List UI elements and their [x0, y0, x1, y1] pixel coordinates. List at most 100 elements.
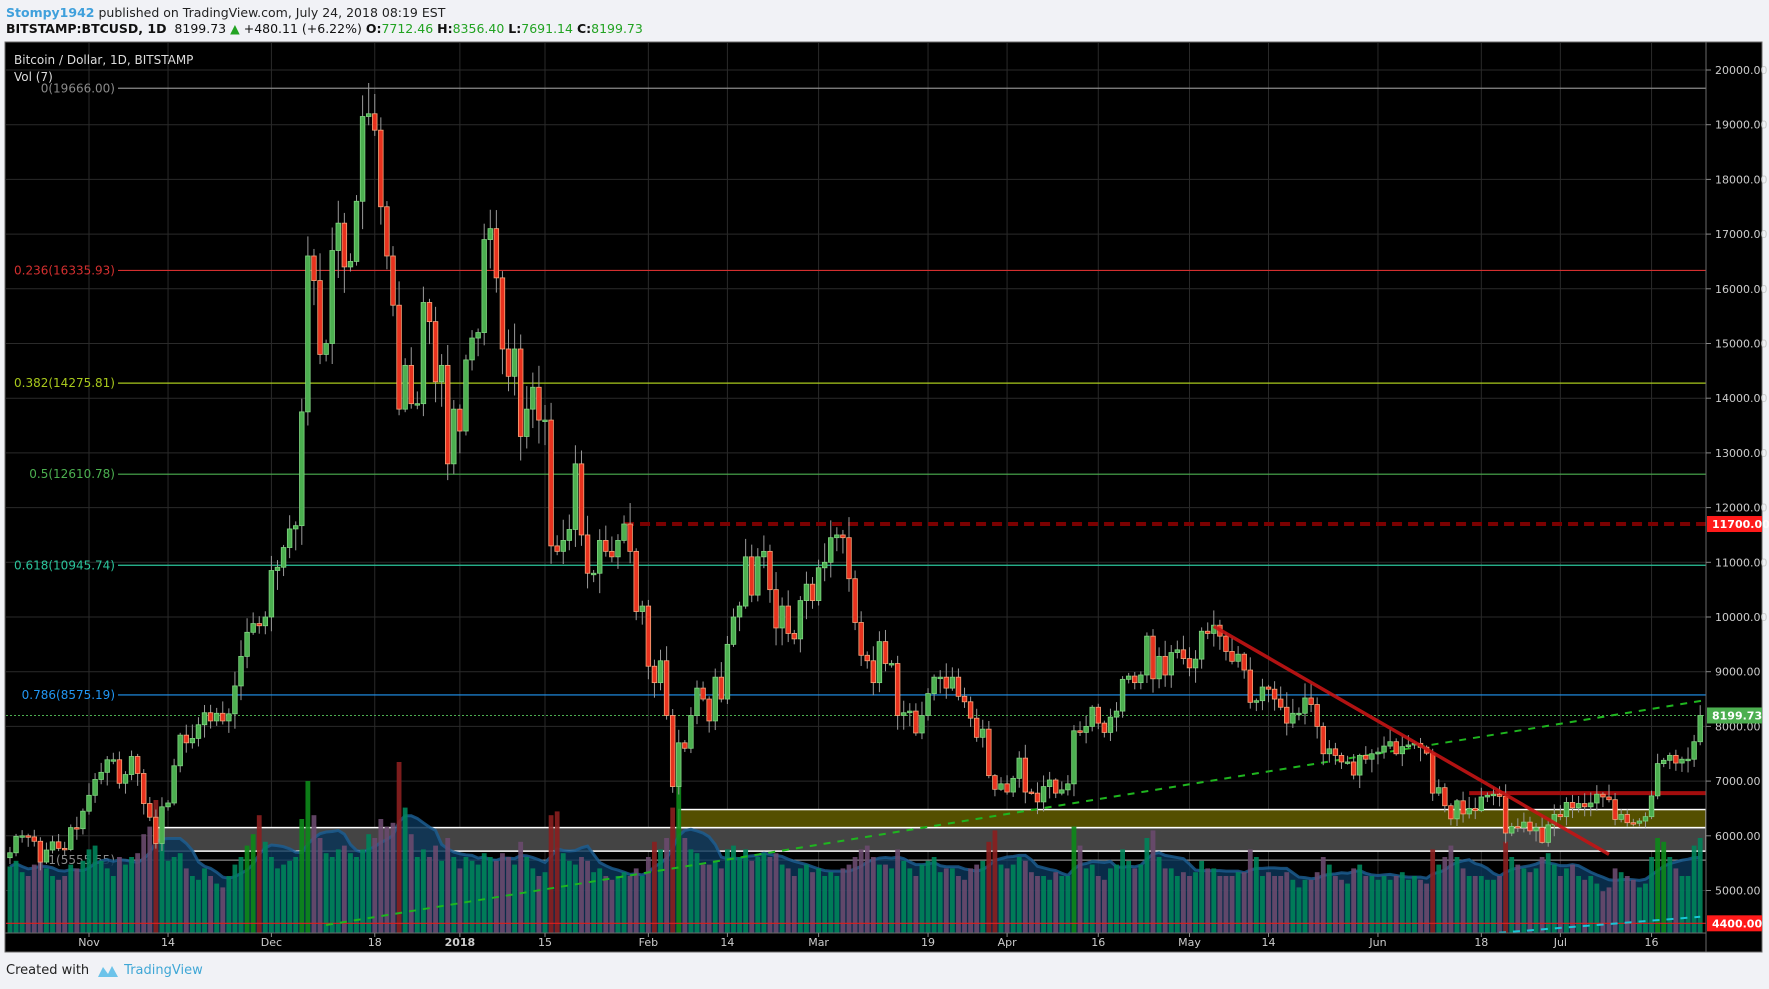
candle-up: [1326, 748, 1333, 755]
price-tick-label: 7000.00: [1715, 775, 1761, 788]
candle-up: [761, 550, 767, 558]
candle-down: [1271, 688, 1278, 700]
candle-up: [86, 794, 92, 812]
volume-bar: [226, 876, 232, 933]
volume-bar: [196, 879, 201, 933]
volume-bar: [1697, 838, 1703, 933]
volume-bar: [244, 845, 250, 933]
volume-bar: [1582, 879, 1588, 933]
candle-down: [1095, 706, 1101, 724]
volume-bar: [1521, 868, 1527, 933]
candle-down: [864, 654, 870, 662]
candle-up: [1296, 712, 1302, 716]
drawings[interactable]: [6, 522, 1712, 955]
candle-up: [286, 528, 293, 548]
candle-up: [274, 566, 281, 571]
volume-bar: [62, 876, 68, 933]
volume-bar: [1095, 876, 1101, 933]
price-tag: [1707, 516, 1762, 533]
volume-bar: [74, 868, 80, 933]
volume-bar: [1302, 879, 1308, 933]
volume-bar: [755, 857, 761, 933]
volume-bar: [804, 864, 809, 933]
volume-bar: [992, 830, 998, 933]
price-tick-label: 9000.00: [1715, 666, 1761, 679]
volume-bar: [287, 860, 293, 933]
author-link[interactable]: Stompy1942: [6, 5, 95, 20]
candle-up: [122, 774, 129, 784]
time-axis[interactable]: Nov 14 Dec 18 2018 15 Feb 14 Mar 19 Apr 16 May 14 Jun 1…: [78, 933, 1659, 949]
up-trendline[interactable]: [325, 699, 1712, 926]
candle-down: [1077, 730, 1083, 733]
volume-bar: [348, 853, 353, 933]
volume-bar: [694, 853, 700, 933]
candle-up: [420, 302, 427, 405]
candle-down: [517, 348, 524, 437]
volume-bar: [1503, 841, 1509, 933]
fib-level-label: 0.5(12610.78): [29, 467, 115, 481]
down-trendline[interactable]: [1212, 624, 1610, 856]
candle-up: [359, 116, 366, 202]
candle-up: [1466, 808, 1472, 815]
price-tick-label: 11000.00: [1715, 556, 1768, 569]
candle-down: [55, 841, 62, 849]
candle-up: [104, 759, 110, 773]
candle-down: [785, 605, 791, 634]
candle-up: [888, 663, 895, 666]
volume-bar: [238, 857, 244, 933]
volume-bar: [104, 868, 110, 933]
price-tick-label: 6000.00: [1715, 830, 1761, 843]
candle-down: [967, 701, 974, 719]
volume-bar: [335, 849, 341, 933]
candle-up: [834, 534, 840, 539]
time-tick-label: Jul: [1553, 936, 1567, 949]
volume-bar: [1442, 857, 1448, 933]
candle-down: [955, 676, 962, 697]
volume-bar: [1029, 872, 1034, 933]
volume-bar: [366, 834, 372, 933]
candle-up: [49, 841, 56, 851]
time-tick-label: 16: [1645, 936, 1659, 949]
candle-down: [1186, 658, 1193, 669]
candle-up: [1654, 763, 1661, 797]
candle-down: [378, 129, 384, 208]
volume-bar: [378, 819, 384, 933]
candle-down: [311, 255, 317, 281]
volume-bar: [1667, 857, 1673, 933]
open-label: O:: [365, 21, 382, 36]
volume-bar: [816, 868, 821, 933]
price-axis[interactable]: 20000.00 19000.00 18000.00 17000.00 16000.00…: [1706, 64, 1769, 932]
candle-down: [220, 712, 226, 722]
volume-bar: [864, 845, 870, 933]
time-tick-label: May: [1178, 936, 1201, 949]
volume-bar: [889, 868, 894, 933]
price-tick-label: 14000.00: [1715, 392, 1768, 405]
candle-up: [980, 728, 986, 738]
volume-bar: [50, 876, 55, 933]
candle-up: [80, 810, 86, 830]
volume-bar: [1339, 879, 1344, 933]
candle-down: [493, 228, 500, 279]
volume-bar: [1181, 872, 1186, 933]
symbol-info: BITSTAMP:BTCUSD, 1D 8199.73 ▲ +480.11 (+…: [6, 21, 643, 36]
tradingview-link[interactable]: TradingView: [97, 963, 203, 978]
volume-bar: [7, 866, 13, 933]
candle-down: [1600, 793, 1606, 798]
candle-up: [530, 386, 536, 410]
volume-bar: [1126, 860, 1132, 933]
candle-up: [590, 572, 597, 576]
candle-down: [1223, 635, 1229, 652]
volume-bar: [962, 879, 967, 933]
candle-down: [718, 676, 725, 700]
volume-bar: [870, 857, 876, 933]
volume-bar: [439, 860, 445, 933]
low-label: L:: [508, 21, 522, 36]
candle-down: [986, 728, 992, 777]
volume-bar: [1424, 883, 1429, 933]
volume-bar: [1150, 830, 1156, 933]
volume-bar: [1108, 868, 1113, 933]
volume-bar: [1600, 891, 1606, 933]
high-value: 8356.40: [452, 21, 505, 36]
candle-up: [159, 806, 165, 844]
